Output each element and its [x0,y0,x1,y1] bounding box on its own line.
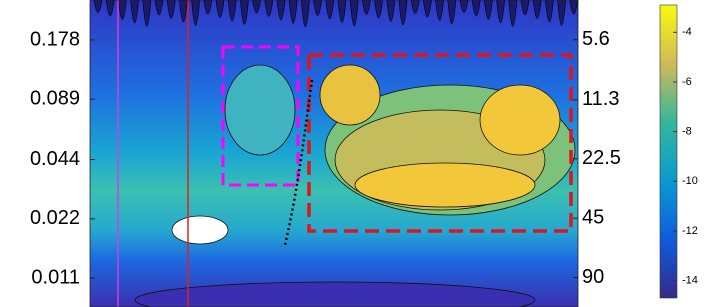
colorbar-tick-label: -14 [682,275,698,287]
colorbar-tick-label: -4 [682,26,692,38]
y2-tick-label: 11.3 [582,88,619,110]
contour-region [480,85,560,155]
y-tick-label: 0.044 [30,148,80,170]
y2-tick-label: 90 [582,266,604,288]
colorbar [660,5,677,298]
y2-tick-label: 5.6 [582,28,610,50]
y2-tick-label: 45 [582,206,604,228]
y-tick-label: 0.022 [30,207,80,229]
y2-tick-label: 22.5 [582,147,621,169]
colorbar-tick-label: -6 [682,76,692,88]
contour-region [355,163,535,207]
contour-region [320,65,380,125]
colorbar-tick-label: -10 [682,175,698,187]
contour-region [225,65,295,155]
contour-region [172,216,228,244]
y-tick-label: 0.089 [30,88,80,110]
colorbar-tick-label: -8 [682,126,692,138]
colorbar-tick-label: -12 [682,225,698,237]
wavelet-field [90,0,578,307]
y-tick-label: 0.178 [30,28,80,50]
chart: 0.178 0.089 0.044 0.022 0.011 5.6 11.3 22.5 45 90… [0,0,715,307]
y-tick-label: 0.011 [31,266,80,288]
